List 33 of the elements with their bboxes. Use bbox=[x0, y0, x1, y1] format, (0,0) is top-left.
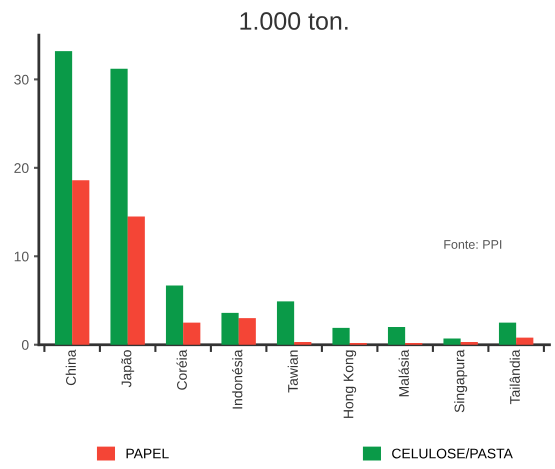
y-tick-label: 0 bbox=[22, 340, 29, 350]
x-tick-label: Japão bbox=[121, 350, 134, 388]
bar bbox=[443, 338, 461, 345]
bar bbox=[72, 180, 90, 345]
bar bbox=[332, 328, 350, 345]
bar bbox=[183, 322, 200, 345]
x-tick-label: Tailândia bbox=[510, 350, 520, 404]
x-tick-label: Tawian bbox=[288, 350, 298, 392]
bar bbox=[128, 216, 145, 345]
legend-label: PAPEL bbox=[126, 448, 169, 458]
bar bbox=[221, 312, 239, 345]
bar bbox=[54, 51, 72, 345]
chart-title: 1.000 ton. bbox=[240, 12, 348, 30]
bar bbox=[498, 322, 516, 345]
legend-label: CELULOSE/PASTA bbox=[392, 448, 513, 458]
x-tick-label: Hong Kong bbox=[344, 350, 356, 418]
bar bbox=[294, 342, 312, 345]
y-tick-label: 10 bbox=[14, 252, 29, 262]
x-tick-label: Malásia bbox=[398, 350, 409, 396]
bar bbox=[166, 285, 184, 345]
bar bbox=[276, 301, 294, 345]
annotation: Fonte: PPI bbox=[444, 240, 502, 249]
y-tick-label: 20 bbox=[14, 163, 29, 174]
bar bbox=[460, 342, 478, 345]
x-tick-label: Indonésia bbox=[232, 350, 242, 409]
bar bbox=[238, 318, 256, 345]
y-tick-label: 30 bbox=[14, 74, 29, 85]
bar bbox=[516, 338, 534, 345]
x-tick-label: Singapura bbox=[454, 350, 468, 412]
x-tick-label: Coréia bbox=[176, 350, 187, 390]
bar bbox=[110, 68, 128, 345]
bar bbox=[388, 327, 406, 345]
x-tick-label: China bbox=[66, 350, 76, 386]
